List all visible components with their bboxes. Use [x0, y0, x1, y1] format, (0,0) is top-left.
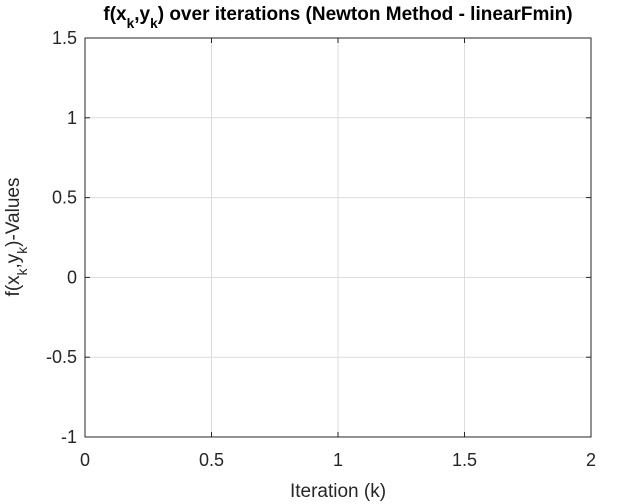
y-tick-label: 1.5 [52, 28, 77, 48]
x-axis-label: Iteration (k) [290, 481, 386, 502]
chart-title: f(xk,yk) over iterations (Newton Method … [103, 4, 572, 31]
grid [85, 38, 591, 437]
y-tick-label: -1 [61, 427, 77, 447]
subscript: k [127, 16, 135, 31]
subscript: k [150, 16, 158, 31]
x-tick-label: 0.5 [199, 450, 224, 470]
x-tick-label: 1 [333, 450, 343, 470]
y-tick-label: 0 [67, 267, 77, 287]
x-axis: 0 0.5 1 1.5 2 [80, 38, 596, 470]
y-axis: -1 -0.5 0 0.5 1 1.5 [46, 28, 591, 447]
y-axis-label: f(xk,yk)-Values [3, 178, 30, 297]
text-part: ,y [134, 4, 150, 25]
y-tick-label: -0.5 [46, 347, 77, 367]
text-part: ) over iterations (Newton Method - linea… [158, 4, 573, 25]
x-tick-label: 1.5 [452, 450, 477, 470]
text-part: )-Values [3, 178, 24, 247]
text-part: f(x [103, 4, 127, 25]
subscript: k [15, 247, 30, 254]
x-tick-label: 0 [80, 450, 90, 470]
y-tick-label: 1 [67, 108, 77, 128]
text-part: f(x [3, 275, 24, 297]
x-tick-label: 2 [586, 450, 596, 470]
y-tick-label: 0.5 [52, 188, 77, 208]
subscript: k [15, 268, 30, 275]
text-part: ,y [3, 253, 24, 268]
